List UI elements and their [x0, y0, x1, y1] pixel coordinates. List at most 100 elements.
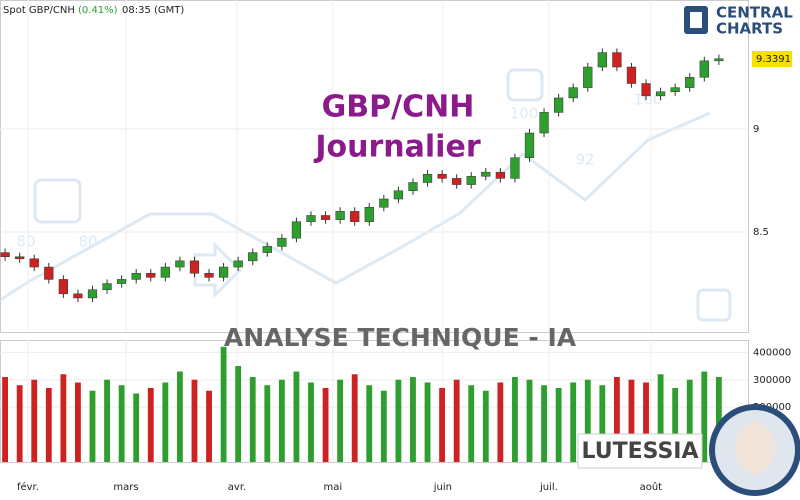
- candle-body: [160, 266, 170, 278]
- volume-bar: [16, 385, 23, 462]
- candle-body: [233, 260, 243, 268]
- change: (0.41%): [78, 5, 118, 16]
- volume-panel: [0, 340, 749, 463]
- x-tick-label: juil.: [539, 482, 558, 493]
- candle-body: [320, 215, 331, 220]
- candle-body: [44, 266, 54, 280]
- candle-body: [597, 52, 607, 68]
- candle-body: [146, 272, 156, 278]
- volume-bar: [45, 387, 52, 462]
- watermark: 80 80 100 92 100: [0, 68, 732, 322]
- volume-bar: [380, 390, 387, 462]
- volume-bar: [497, 382, 504, 462]
- y-tick-label: 8.5: [753, 227, 769, 238]
- volume-bar: [75, 382, 81, 462]
- volume-bar: [424, 382, 431, 462]
- candle-body: [350, 211, 360, 222]
- volume-bar: [264, 385, 271, 462]
- volume-bar: [512, 377, 518, 462]
- volume-bar: [31, 379, 38, 462]
- logo: CENTRAL CHARTS: [684, 4, 793, 38]
- volume-bar: [395, 379, 402, 462]
- volume-bar: [613, 377, 620, 462]
- volume-bar: [278, 379, 285, 462]
- candle-body: [612, 52, 622, 68]
- chart-title: GBP/CNH: [322, 90, 475, 125]
- candle-body: [87, 289, 98, 299]
- candle-body: [655, 91, 666, 97]
- candle-body: [29, 258, 39, 268]
- candle-body: [189, 260, 200, 274]
- watermark-label: 80: [78, 233, 97, 251]
- volume-bar: [541, 385, 547, 462]
- candle-body: [422, 173, 433, 183]
- volume-bar: [686, 379, 693, 462]
- candle-body: [306, 215, 316, 222]
- y-tick-label: 300000: [753, 375, 791, 386]
- volume-bar: [104, 379, 110, 462]
- x-tick-label: mars: [113, 482, 138, 493]
- candle-body: [131, 272, 141, 280]
- candle-body: [393, 190, 404, 200]
- volume-bar: [657, 374, 664, 462]
- volume-bar: [235, 366, 242, 462]
- x-tick-label: août: [640, 481, 663, 493]
- volume-bar: [147, 387, 154, 462]
- candle-body: [335, 211, 345, 220]
- watermark-label: 92: [575, 151, 594, 169]
- volume-bar: [410, 377, 416, 462]
- candle-body: [117, 279, 127, 284]
- brand-badge: LUTESSIA: [577, 404, 800, 496]
- volume-bar: [162, 382, 169, 462]
- candle-body: [175, 260, 185, 268]
- volume-bar: [555, 387, 562, 462]
- candle-body: [204, 272, 214, 278]
- volume-bar: [643, 382, 649, 462]
- x-tick-label: mai: [324, 482, 343, 493]
- watermark-label: 80: [16, 233, 35, 251]
- watermark-label: 100: [510, 105, 539, 123]
- volume-bar: [584, 379, 591, 462]
- volume-bar: [453, 379, 460, 462]
- volume-bar: [2, 377, 9, 462]
- candle-body: [364, 206, 374, 222]
- candle-body: [466, 176, 476, 185]
- candle-body: [524, 132, 535, 159]
- banner: ANALYSE TECHNIQUE - IA: [224, 323, 577, 352]
- candle-body: [568, 87, 578, 99]
- candle-body: [73, 293, 83, 299]
- candle-body: [626, 66, 637, 84]
- candle-body: [452, 178, 462, 185]
- volume-bar: [439, 387, 446, 462]
- candle-body: [15, 256, 25, 260]
- volume-bar: [715, 377, 722, 462]
- volume-bar: [366, 385, 373, 462]
- volume-bar: [701, 371, 708, 462]
- candle-body: [218, 266, 229, 278]
- volume-bar: [570, 382, 577, 462]
- volume-bar: [672, 387, 679, 462]
- candle-body: [58, 279, 68, 295]
- volume-bar: [60, 374, 67, 462]
- volume-bar: [293, 371, 300, 462]
- volume-bar: [351, 374, 358, 462]
- volume-bar: [176, 371, 183, 462]
- volume-bar: [206, 390, 212, 462]
- candle-body: [277, 237, 287, 247]
- volume-bar: [628, 379, 635, 462]
- volume-bar: [308, 382, 314, 462]
- volume-bar: [133, 393, 140, 462]
- candle-body: [437, 173, 447, 179]
- candle-body: [670, 87, 680, 93]
- candle-body: [481, 171, 491, 177]
- price-panel: [0, 0, 749, 333]
- candle-body: [262, 246, 272, 253]
- plot: févr.marsavr.maijuinjuil.août8.599.33912…: [0, 0, 792, 493]
- candle-body: [641, 83, 651, 97]
- logo-text: CENTRAL: [716, 4, 793, 22]
- time: 08:35 (GMT): [122, 5, 184, 16]
- volume-bar: [249, 377, 256, 462]
- logo-text: CHARTS: [716, 20, 783, 38]
- candle-body: [379, 198, 389, 208]
